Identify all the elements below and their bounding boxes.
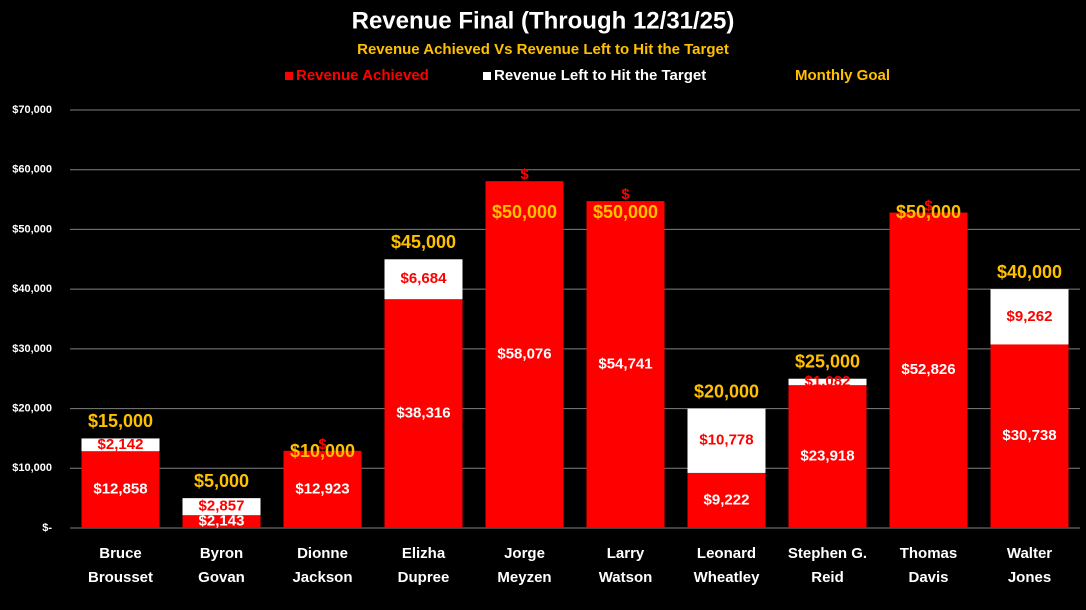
value-label: $1,082 (805, 373, 851, 390)
value-label: $ (520, 166, 529, 183)
bar-segment (81, 451, 160, 528)
legend-label: Revenue Left to Hit the Target (494, 67, 706, 84)
value-label: $58,076 (497, 346, 551, 363)
value-label: $6,684 (401, 270, 448, 287)
value-label: $30,738 (1002, 427, 1056, 444)
value-label: $12,858 (93, 481, 147, 498)
bar-segment (485, 181, 564, 528)
x-tick-label: Brousset (88, 569, 153, 586)
bar-segment (182, 498, 261, 516)
value-label: $12,923 (295, 480, 349, 497)
value-label: $9,222 (704, 491, 750, 508)
goal-label: $15,000 (88, 411, 153, 431)
value-label: $54,741 (598, 356, 652, 373)
bar-segment (990, 344, 1069, 528)
goal-label: $20,000 (694, 381, 759, 401)
x-tick-label: Davis (908, 569, 948, 586)
bar-segment (384, 299, 463, 528)
x-tick-label: Govan (198, 569, 245, 586)
y-tick-label: $40,000 (12, 283, 52, 295)
legend-swatch (285, 72, 293, 80)
x-tick-label: Meyzen (497, 569, 551, 586)
y-tick-label: $50,000 (12, 223, 52, 235)
y-tick-label: $60,000 (12, 164, 52, 176)
goal-label: $45,000 (391, 232, 456, 252)
x-tick-label: Jackson (292, 569, 352, 586)
bar-segment (384, 259, 463, 300)
legend-label: Monthly Goal (795, 67, 890, 84)
x-tick-label: Bruce (99, 545, 142, 562)
value-label: $23,918 (800, 448, 854, 465)
bar-segment (81, 438, 160, 452)
x-tick-label: Jones (1008, 569, 1051, 586)
x-tick-label: Reid (811, 569, 844, 586)
x-tick-label: Watson (599, 569, 653, 586)
value-label: $9,262 (1007, 308, 1053, 325)
bar-segment (586, 201, 665, 528)
goal-label: $10,000 (290, 441, 355, 461)
chart-title: Revenue Final (Through 12/31/25) (352, 7, 735, 34)
bar-segment (687, 408, 766, 473)
chart-subtitle: Revenue Achieved Vs Revenue Left to Hit … (357, 41, 729, 58)
x-tick-label: Leonard (697, 545, 756, 562)
value-label: $38,316 (396, 405, 450, 422)
x-tick-label: Dupree (398, 569, 450, 586)
goal-label: $50,000 (492, 202, 557, 222)
x-tick-label: Stephen G. (788, 545, 867, 562)
value-label: $2,142 (98, 436, 144, 453)
bar-segment (788, 385, 867, 528)
x-tick-label: Larry (607, 545, 645, 562)
x-tick-label: Thomas (900, 545, 958, 562)
y-tick-label: $30,000 (12, 343, 52, 355)
goal-label: $50,000 (593, 202, 658, 222)
value-label: $2,857 (199, 498, 245, 515)
y-tick-label: $- (42, 522, 52, 534)
y-tick-label: $20,000 (12, 402, 52, 414)
bar-segment (182, 515, 261, 528)
goal-label: $40,000 (997, 262, 1062, 282)
value-label: $ (318, 436, 327, 453)
x-tick-label: Jorge (504, 545, 545, 562)
goal-label: $50,000 (896, 202, 961, 222)
bar-segment (788, 378, 867, 386)
bar-segment (687, 472, 766, 528)
value-label: $10,778 (699, 432, 753, 449)
value-label: $ (924, 198, 933, 215)
x-tick-label: Elizha (402, 545, 446, 562)
value-label: $2,143 (199, 513, 245, 530)
x-tick-label: Byron (200, 545, 243, 562)
value-label: $ (621, 186, 630, 203)
goal-label: $5,000 (194, 471, 249, 491)
y-tick-label: $10,000 (12, 462, 52, 474)
x-tick-label: Wheatley (694, 569, 761, 586)
goal-label: $25,000 (795, 351, 860, 371)
legend-swatch (483, 72, 491, 80)
bar-segment (990, 289, 1069, 345)
value-label: $52,826 (901, 361, 955, 378)
x-tick-label: Dionne (297, 545, 348, 562)
bar-segment (889, 212, 968, 528)
bar-segment (283, 450, 362, 528)
legend-label: Revenue Achieved (296, 67, 429, 84)
y-tick-label: $70,000 (12, 104, 52, 116)
x-tick-label: Walter (1007, 545, 1052, 562)
